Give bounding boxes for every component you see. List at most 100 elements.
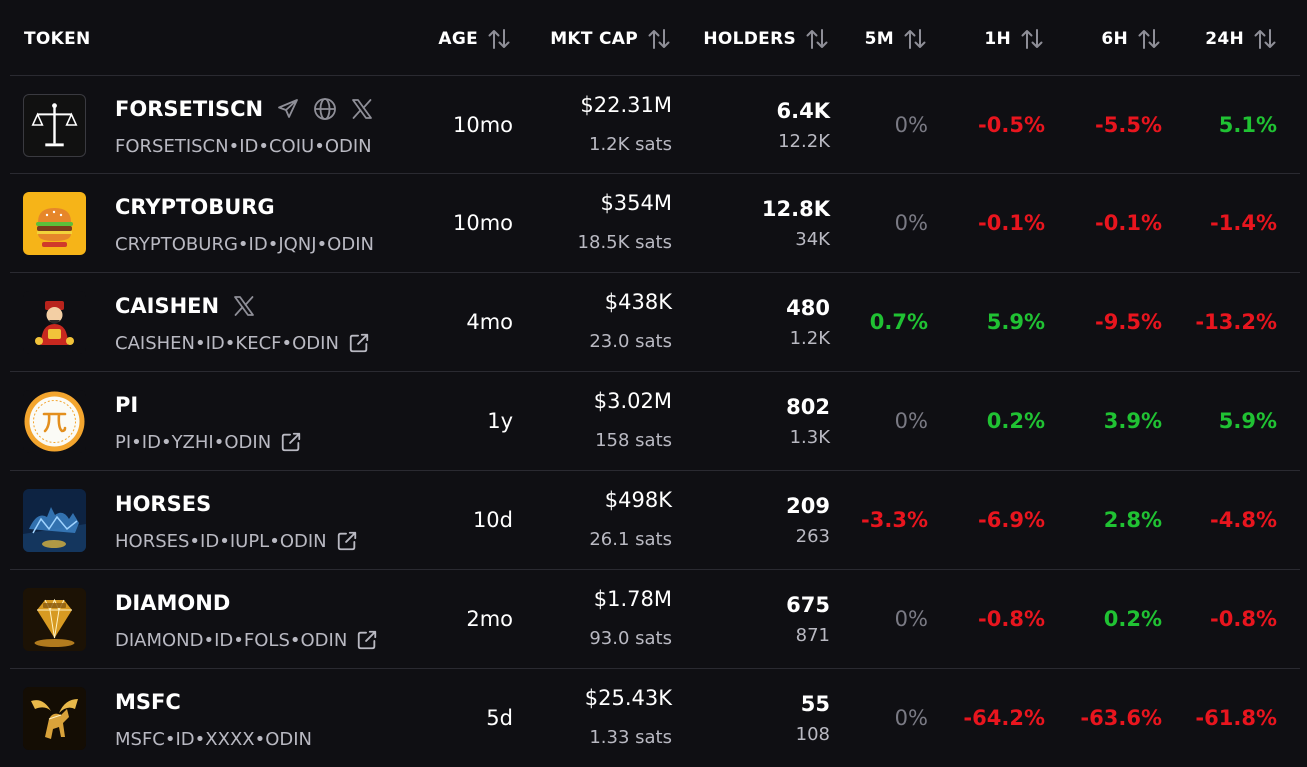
token-name[interactable]: CAISHEN	[115, 293, 256, 319]
token-name[interactable]: PI	[115, 393, 139, 417]
column-header-age[interactable]: AGE	[420, 25, 512, 53]
column-header-6h[interactable]: 6H	[1075, 25, 1162, 53]
holders-count: 480	[786, 296, 830, 320]
holders-count: 55	[800, 692, 830, 716]
market-cap: $354M	[600, 191, 672, 215]
change-5m: 0%	[894, 113, 928, 137]
caishen-logo	[35, 301, 74, 345]
horses-logo	[23, 489, 86, 552]
holders-sub: 1.3K	[789, 427, 830, 448]
globe-icon[interactable]	[313, 97, 337, 121]
change-1h: -0.5%	[978, 113, 1045, 137]
token-age: 4mo	[466, 310, 513, 334]
price-sats: 26.1 sats	[589, 529, 672, 550]
change-24h: -0.8%	[1210, 607, 1277, 631]
column-header-holders[interactable]: HOLDERS	[680, 25, 830, 53]
external-link-icon[interactable]	[348, 332, 370, 354]
holders-count: 6.4K	[776, 99, 830, 123]
change-6h: -9.5%	[1095, 310, 1162, 334]
table-row[interactable]: CAISHEN CAISHEN•ID•KECF•ODIN 4mo $438K 2…	[10, 272, 1300, 371]
token-age: 5d	[486, 706, 513, 730]
change-24h: -4.8%	[1210, 508, 1277, 532]
price-sats: 158 sats	[595, 430, 672, 451]
token-logo-diamond	[23, 588, 86, 651]
token-logo-forsetiscn	[23, 94, 86, 157]
token-name[interactable]: FORSETISCN	[115, 96, 374, 122]
price-sats: 1.2K sats	[589, 134, 672, 155]
price-sats: 93.0 sats	[589, 628, 672, 649]
pi-logo	[24, 391, 85, 452]
change-6h: 0.2%	[1103, 607, 1162, 631]
x-icon[interactable]	[232, 294, 256, 318]
scales-logo	[31, 103, 78, 147]
sort-icon[interactable]	[1252, 27, 1278, 51]
token-id[interactable]: MSFC•ID•XXXX•ODIN	[115, 728, 313, 750]
token-id[interactable]: FORSETISCN•ID•COIU•ODIN	[115, 135, 372, 157]
change-5m: 0%	[894, 211, 928, 235]
token-name[interactable]: MSFC	[115, 690, 181, 714]
sort-icon[interactable]	[646, 27, 672, 51]
change-24h: 5.1%	[1218, 113, 1277, 137]
token-id[interactable]: CAISHEN•ID•KECF•ODIN	[115, 331, 405, 355]
token-id[interactable]: HORSES•ID•IUPL•ODIN	[115, 529, 405, 553]
token-name[interactable]: DIAMOND	[115, 591, 231, 615]
holders-count: 802	[786, 395, 830, 419]
market-cap: $25.43K	[584, 686, 672, 710]
token-age: 10mo	[452, 113, 513, 137]
external-link-icon[interactable]	[336, 530, 358, 552]
holders-count: 209	[786, 494, 830, 518]
token-table: TOKEN AGE MKT CAP HOLDERS 5M 1H 6H 24H F…	[0, 0, 1307, 750]
token-name[interactable]: CRYPTOBURG	[115, 195, 275, 219]
market-cap: $1.78M	[593, 587, 672, 611]
burger-logo	[36, 208, 73, 247]
change-1h: -0.8%	[978, 607, 1045, 631]
telegram-icon[interactable]	[276, 97, 300, 121]
table-row[interactable]: CRYPTOBURG CRYPTOBURG•ID•JQNJ•ODIN 10mo …	[10, 173, 1300, 272]
external-link-icon[interactable]	[280, 431, 302, 453]
token-logo-horses	[23, 489, 86, 552]
change-5m: 0%	[894, 409, 928, 433]
change-6h: -63.6%	[1080, 706, 1162, 730]
change-24h: -61.8%	[1195, 706, 1277, 730]
change-6h: 2.8%	[1103, 508, 1162, 532]
change-1h: -64.2%	[963, 706, 1045, 730]
table-row[interactable]: DIAMOND DIAMOND•ID•FOLS•ODIN 2mo $1.78M …	[10, 569, 1300, 668]
table-header: TOKEN AGE MKT CAP HOLDERS 5M 1H 6H 24H	[0, 0, 1307, 75]
change-24h: 5.9%	[1218, 409, 1277, 433]
change-1h: -0.1%	[978, 211, 1045, 235]
x-icon[interactable]	[350, 97, 374, 121]
token-id[interactable]: PI•ID•YZHI•ODIN	[115, 430, 405, 454]
holders-count: 12.8K	[761, 197, 830, 221]
external-link-icon[interactable]	[356, 629, 378, 651]
token-name[interactable]: HORSES	[115, 492, 212, 516]
column-header-token: TOKEN	[24, 29, 91, 49]
token-logo-caishen	[23, 291, 86, 354]
column-header-mkt-cap[interactable]: MKT CAP	[520, 25, 672, 53]
sort-icon[interactable]	[804, 27, 830, 51]
token-age: 10mo	[452, 211, 513, 235]
diamond-logo	[23, 588, 86, 651]
sort-icon[interactable]	[486, 27, 512, 51]
market-cap: $438K	[604, 290, 672, 314]
sort-icon[interactable]	[902, 27, 928, 51]
table-row[interactable]: HORSES HORSES•ID•IUPL•ODIN 10d $498K 26.…	[10, 470, 1300, 569]
token-logo-cryptoburg	[23, 192, 86, 255]
holders-count: 675	[786, 593, 830, 617]
token-id[interactable]: CRYPTOBURG•ID•JQNJ•ODIN	[115, 233, 374, 255]
token-id[interactable]: DIAMOND•ID•FOLS•ODIN	[115, 628, 405, 652]
table-row[interactable]: FORSETISCN FORSETISCN•ID•COIU•ODIN 10mo …	[10, 75, 1300, 174]
token-age: 10d	[472, 508, 513, 532]
sort-icon[interactable]	[1019, 27, 1045, 51]
change-5m: -3.3%	[861, 508, 928, 532]
market-cap: $498K	[604, 488, 672, 512]
sort-icon[interactable]	[1136, 27, 1162, 51]
column-header-1h[interactable]: 1H	[960, 25, 1045, 53]
column-header-24h[interactable]: 24H	[1190, 25, 1278, 53]
change-5m: 0.7%	[869, 310, 928, 334]
column-header-5m[interactable]: 5M	[840, 25, 928, 53]
table-row[interactable]: PI PI•ID•YZHI•ODIN 1y $3.02M 158 sats 80…	[10, 371, 1300, 470]
price-sats: 18.5K sats	[577, 232, 672, 253]
change-6h: -0.1%	[1095, 211, 1162, 235]
change-5m: 0%	[894, 706, 928, 730]
table-row[interactable]: MSFC MSFC•ID•XXXX•ODIN 5d $25.43K 1.33 s…	[10, 668, 1300, 767]
